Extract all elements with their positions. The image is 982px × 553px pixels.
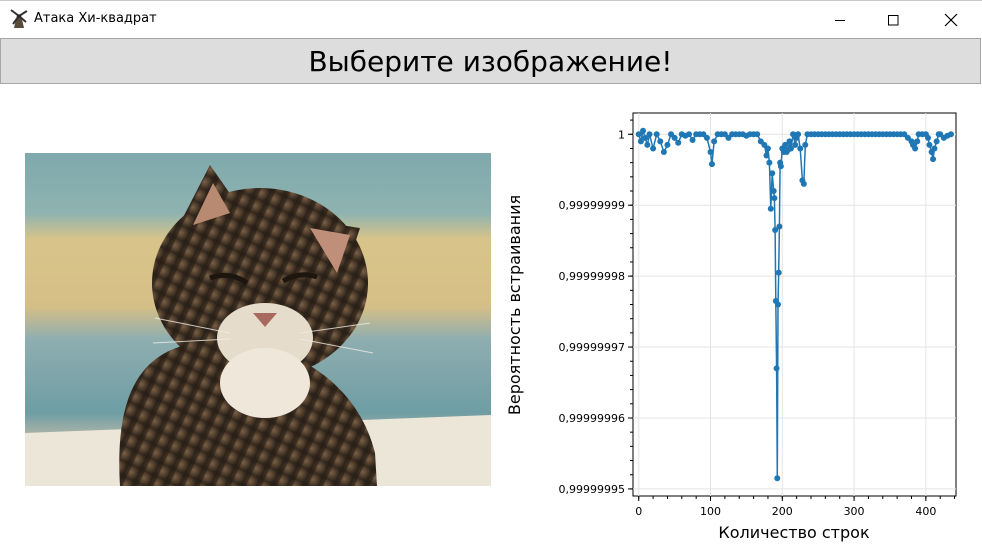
data-point: [664, 141, 671, 148]
data-point: [767, 205, 774, 212]
y-tick-label: 0,99999995: [559, 483, 625, 496]
data-point: [640, 127, 647, 134]
data-point: [776, 223, 783, 230]
y-axis-title: Вероятность встраивания: [505, 195, 524, 415]
data-point: [782, 141, 789, 148]
maximize-button[interactable]: [870, 1, 916, 38]
data-point: [764, 145, 771, 152]
y-axis-ticks: 0,99999995 0,99999996 0,99999997 0,99999998…: [559, 119, 633, 496]
data-point: [930, 156, 937, 163]
data-point: [708, 161, 715, 168]
y-tick-label: 1: [618, 128, 625, 141]
data-point: [653, 131, 660, 138]
window-titlebar: Атака Хи-квадрат: [0, 0, 982, 38]
data-point: [766, 159, 773, 166]
data-point: [660, 149, 667, 156]
x-tick-label: 300: [844, 505, 865, 518]
cat-photo: [25, 153, 491, 486]
data-point: [795, 131, 802, 138]
data-point: [703, 134, 710, 141]
data-point: [773, 365, 780, 372]
plot-area: [632, 112, 957, 497]
maximize-icon: [888, 14, 899, 25]
data-point: [947, 131, 954, 138]
close-button[interactable]: [928, 1, 974, 38]
data-point: [637, 138, 644, 145]
data-point: [802, 141, 809, 148]
data-point: [931, 145, 938, 152]
data-point: [925, 134, 932, 141]
data-point: [774, 475, 781, 482]
data-point: [912, 145, 919, 152]
choose-image-button[interactable]: Выберите изображение!: [0, 38, 981, 84]
data-point: [797, 145, 804, 152]
data-point: [657, 138, 664, 145]
x-tick-label: 400: [915, 505, 936, 518]
y-tick-label: 0,99999999: [559, 199, 625, 212]
data-point: [650, 145, 657, 152]
data-point: [771, 195, 778, 202]
x-tick-label: 0: [635, 505, 642, 518]
data-point: [763, 152, 770, 159]
data-point: [642, 134, 649, 141]
close-icon: [944, 13, 958, 26]
data-point: [635, 131, 642, 138]
data-point: [675, 139, 682, 146]
minimize-icon: [835, 19, 845, 21]
x-axis-ticks: 0 100 200 300 400: [635, 496, 956, 518]
data-point: [933, 138, 940, 145]
x-axis-title: Количество строк: [718, 523, 870, 542]
data-point: [685, 131, 692, 138]
y-tick-label: 0,99999997: [559, 341, 625, 354]
data-point: [671, 134, 678, 141]
data-point: [777, 163, 784, 170]
data-point: [644, 141, 651, 148]
data-point: [792, 141, 799, 148]
data-point: [914, 138, 921, 145]
data-point: [711, 138, 718, 145]
data-point: [754, 131, 761, 138]
data-point: [772, 227, 779, 234]
x-tick-label: 100: [700, 505, 721, 518]
data-point: [775, 269, 782, 276]
x-tick-label: 200: [772, 505, 793, 518]
data-point: [689, 136, 696, 143]
data-point: [770, 188, 777, 195]
data-point: [774, 301, 781, 308]
series-layer: [635, 127, 954, 482]
window-title: Атака Хи-квадрат: [34, 11, 157, 26]
data-point: [646, 131, 653, 138]
data-point: [800, 180, 807, 187]
probability-chart: 0,99999995 0,99999996 0,99999997 0,99999998…: [500, 95, 970, 545]
data-point: [769, 170, 776, 177]
windmill-icon: [10, 9, 28, 28]
y-tick-label: 0,99999998: [559, 270, 625, 283]
data-point: [786, 138, 793, 145]
minimize-button[interactable]: [817, 1, 863, 38]
data-point: [787, 145, 794, 152]
data-point: [707, 149, 714, 156]
data-point: [926, 141, 933, 148]
y-tick-label: 0,99999996: [559, 412, 625, 425]
